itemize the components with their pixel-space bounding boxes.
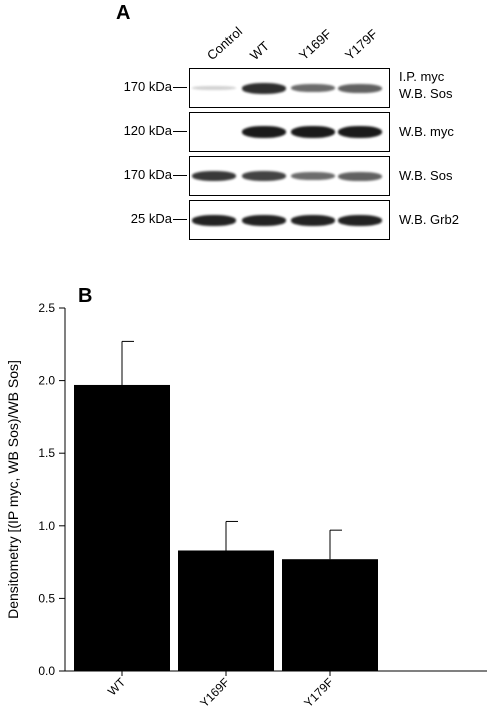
y-tick-label: 2.0 xyxy=(38,374,55,388)
blot-4-wb-grb2 xyxy=(189,200,390,240)
blot-2-arrow xyxy=(173,131,187,132)
blot-band xyxy=(192,171,236,181)
x-tick-label: Y169F xyxy=(197,675,232,710)
blot-band xyxy=(338,83,382,93)
blot-band xyxy=(192,86,236,90)
blot-3-wb-sos xyxy=(189,156,390,196)
blot-1-label-line-2: W.B. Sos xyxy=(399,86,453,101)
blot-4-marker: 25 kDa xyxy=(130,211,172,226)
blot-4-label: W.B. Grb2 xyxy=(399,212,459,227)
blot-1-marker: 170 kDa xyxy=(123,79,172,94)
blot-3-label: W.B. Sos xyxy=(399,168,453,183)
y-axis-title: Densitometry [(IP myc, WB Sos)/WB Sos] xyxy=(5,360,21,619)
blot-band xyxy=(291,126,335,138)
y-tick-label: 1.5 xyxy=(38,446,55,460)
x-tick-label: Y179F xyxy=(301,675,336,710)
blot-2-marker: 120 kDa xyxy=(123,123,172,138)
blot-band xyxy=(242,171,286,181)
blot-band xyxy=(291,214,335,226)
blot-3-marker: 170 kDa xyxy=(123,167,172,182)
lane-label-y169f: Y169F xyxy=(295,26,335,64)
chart-layer: 0.0 0.5 1.0 1.5 2.0 2.5 WT Y169F Y179F Densitomet… xyxy=(5,301,487,710)
blot-1-label-line-1: I.P. myc xyxy=(399,69,445,84)
x-tick-label: WT xyxy=(105,675,129,699)
blot-1-ip-myc-wb-sos xyxy=(189,68,390,108)
y-tick-label: 2.5 xyxy=(38,301,55,315)
panel-a-letter: A xyxy=(116,2,131,24)
y-tick-label: 0.5 xyxy=(38,591,55,605)
blot-band xyxy=(192,214,236,226)
lane-label-wt: WT xyxy=(246,38,273,63)
blot-band xyxy=(338,126,382,138)
blot-band xyxy=(242,126,286,138)
blot-2-wb-myc xyxy=(189,112,390,152)
lane-label-control: Control xyxy=(203,23,246,63)
blot-2-label: W.B. myc xyxy=(399,124,454,139)
lane-label-y179f: Y179F xyxy=(341,26,381,64)
bar-y179f xyxy=(282,559,378,671)
blot-band xyxy=(242,214,286,226)
blot-4-arrow xyxy=(173,219,187,220)
panel-b-letter: B xyxy=(78,285,93,307)
blot-band xyxy=(242,82,286,94)
bar-y169f xyxy=(178,550,274,671)
bar-wt xyxy=(74,384,170,671)
bar-chart: 0.0 0.5 1.0 1.5 2.0 2.5 WT Y169F Y179F Densitomet… xyxy=(5,301,487,710)
blot-band xyxy=(338,214,382,226)
blot-3-arrow xyxy=(173,175,187,176)
blot-band xyxy=(291,84,335,92)
blot-1-arrow xyxy=(173,87,187,88)
blot-1-label: I.P. myc W.B. Sos xyxy=(399,68,452,102)
blot-band xyxy=(291,172,335,180)
y-tick-label: 0.0 xyxy=(38,664,55,678)
blot-band xyxy=(338,171,382,181)
y-tick-label: 1.0 xyxy=(38,519,55,533)
